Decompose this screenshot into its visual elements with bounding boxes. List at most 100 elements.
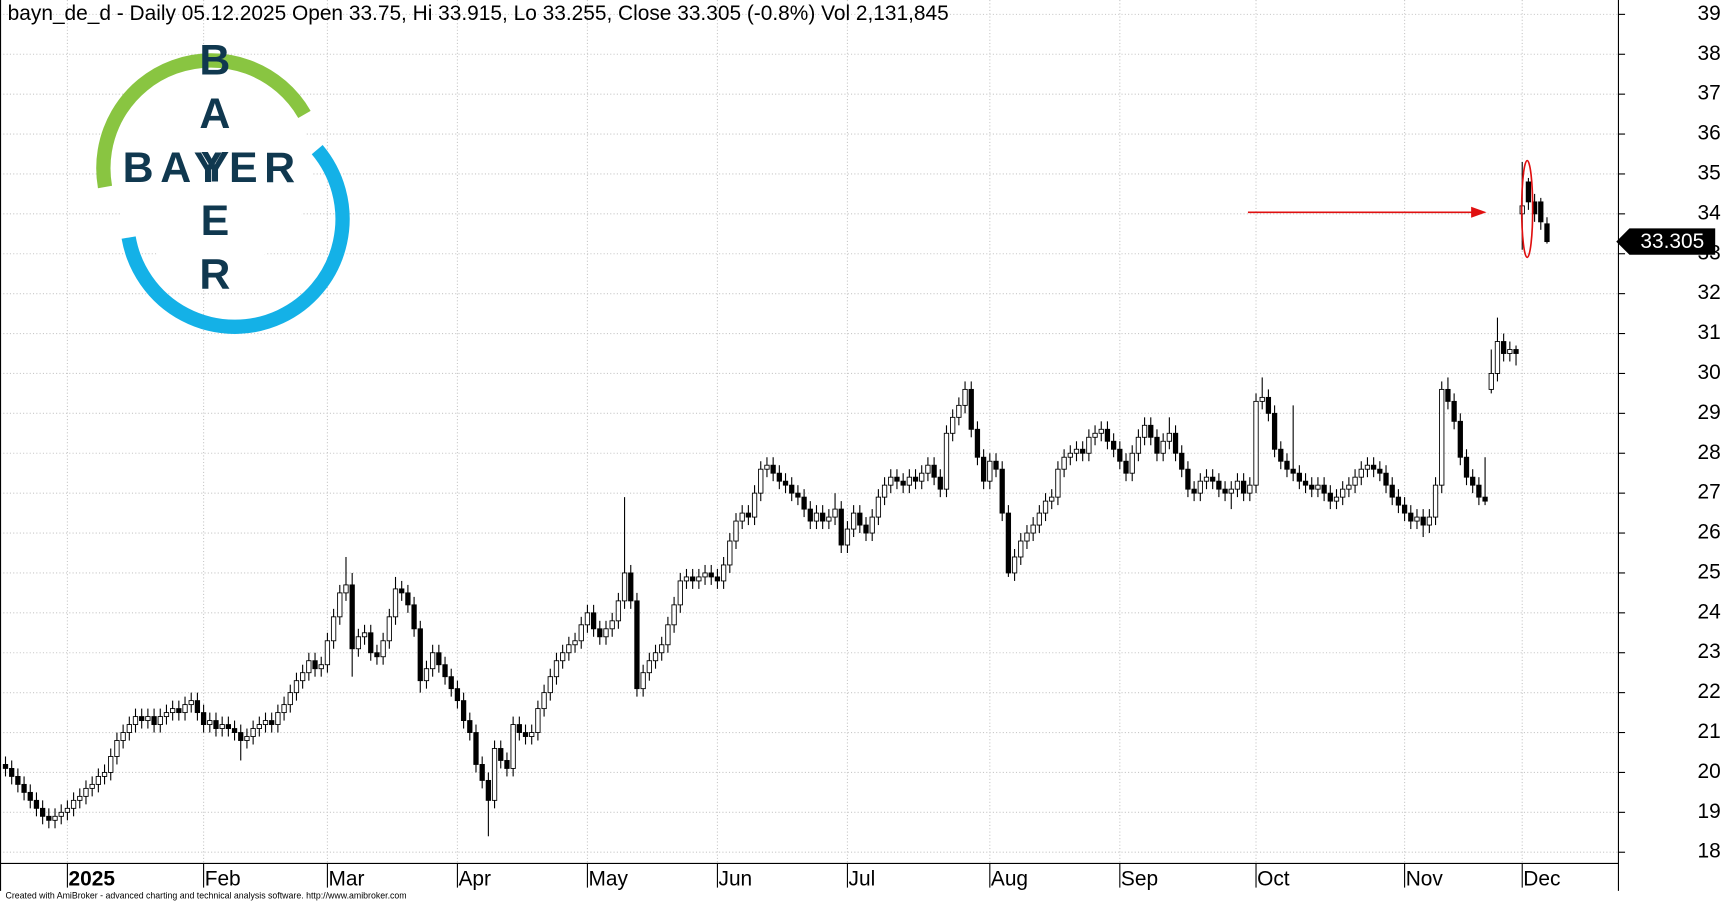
- candle-body: [225, 724, 232, 729]
- candle-body: [634, 600, 640, 690]
- candle-body: [504, 760, 510, 769]
- candle-body: [417, 628, 423, 682]
- annotation: [1247, 159, 1534, 259]
- x-tick-label: Oct: [1257, 867, 1290, 890]
- candle-body: [1234, 480, 1241, 490]
- x-tick-label: Dec: [1523, 867, 1560, 890]
- candle-body: [1141, 424, 1148, 438]
- candle-body: [423, 668, 430, 682]
- candle-body: [745, 512, 752, 518]
- candle-body: [1098, 428, 1104, 434]
- candle-body: [33, 799, 40, 809]
- last-price-label: 33.305: [1640, 230, 1704, 253]
- candle-body: [337, 592, 343, 618]
- candle-body: [850, 512, 857, 530]
- candle-body: [597, 628, 603, 638]
- candle-body: [498, 748, 504, 761]
- candle-body: [368, 632, 374, 654]
- last-price-tag: [1616, 228, 1716, 255]
- candle-body: [1445, 388, 1451, 402]
- candle-body: [1383, 472, 1389, 486]
- candle-body: [801, 496, 807, 510]
- candle-body: [374, 652, 380, 658]
- candle-body: [1482, 496, 1488, 502]
- candle-body: [1160, 440, 1166, 454]
- logo: BAYER BAYER: [96, 37, 350, 334]
- candle-body: [1463, 456, 1470, 478]
- candle-body: [863, 524, 869, 534]
- candle-body: [919, 472, 925, 482]
- candle-body: [1049, 496, 1055, 502]
- footer: Created with AmiBroker - advanced charti…: [5, 891, 406, 901]
- candle-body: [1228, 488, 1234, 494]
- candle-body: [1042, 500, 1049, 514]
- x-tick-label: Mar: [329, 867, 365, 890]
- candle-body: [1067, 452, 1073, 458]
- x-tick-label: Nov: [1406, 867, 1444, 890]
- candle-body: [962, 388, 968, 406]
- candle-body: [541, 692, 547, 710]
- candle-body: [1073, 448, 1080, 454]
- candle-body: [1222, 488, 1228, 494]
- candle-body: [1414, 516, 1420, 522]
- y-tick-label: 32: [1697, 281, 1720, 304]
- candle-body: [1061, 456, 1067, 470]
- candle-body: [287, 692, 293, 706]
- candle-body: [1117, 448, 1123, 462]
- candle-body: [1358, 468, 1364, 478]
- candle-body: [813, 512, 820, 522]
- candle-body: [269, 720, 275, 725]
- candle-body: [739, 512, 745, 522]
- candle-body: [405, 592, 411, 606]
- candle-body: [968, 388, 974, 430]
- candle-body: [262, 720, 269, 725]
- candle-body: [560, 652, 566, 662]
- candle-body: [832, 508, 838, 518]
- candle-body: [170, 708, 176, 714]
- candle-body: [683, 576, 690, 582]
- x-tick-label: Jul: [849, 867, 876, 890]
- candle-body: [430, 652, 436, 670]
- candle-body: [1408, 512, 1414, 522]
- candle-body: [108, 756, 114, 773]
- candle-body: [702, 572, 708, 578]
- candle-body: [628, 572, 634, 602]
- candle-body: [392, 588, 399, 618]
- candle-body: [1439, 388, 1445, 486]
- candle-body: [652, 652, 659, 662]
- candle-body: [529, 732, 535, 737]
- y-tick-label: 37: [1697, 82, 1720, 105]
- y-tick-label: 26: [1697, 521, 1720, 544]
- candle-body: [1507, 349, 1513, 354]
- logo-text-vertical: BAYER: [191, 37, 239, 305]
- candle-body: [1197, 480, 1203, 494]
- candle-body: [213, 720, 219, 729]
- x-tick-label: May: [589, 867, 629, 890]
- candle-body: [516, 724, 522, 733]
- y-tick-label: 21: [1697, 720, 1720, 743]
- candle-body: [9, 768, 15, 777]
- candle-body: [1525, 181, 1532, 203]
- candle-body: [807, 508, 813, 522]
- candle-body: [200, 712, 207, 725]
- candle-body: [1327, 492, 1333, 502]
- candle-body: [974, 428, 981, 458]
- candle-body: [609, 620, 615, 630]
- y-tick-label: 22: [1697, 680, 1720, 703]
- candle-body: [795, 492, 801, 498]
- candle-body: [355, 636, 362, 650]
- last-price: 33.305: [1616, 228, 1716, 255]
- candle-body: [1129, 452, 1135, 474]
- candle-body: [132, 716, 139, 725]
- logo-background: [109, 67, 313, 270]
- candle-body: [1191, 488, 1197, 494]
- candle-body: [89, 783, 95, 789]
- candle-body: [244, 736, 250, 741]
- y-tick-label: 28: [1697, 441, 1720, 464]
- candle-body: [621, 572, 628, 602]
- candle-body: [646, 660, 652, 674]
- candle-body: [690, 576, 696, 582]
- y-tick-label: 39: [1697, 2, 1720, 25]
- candle-body: [1086, 436, 1092, 454]
